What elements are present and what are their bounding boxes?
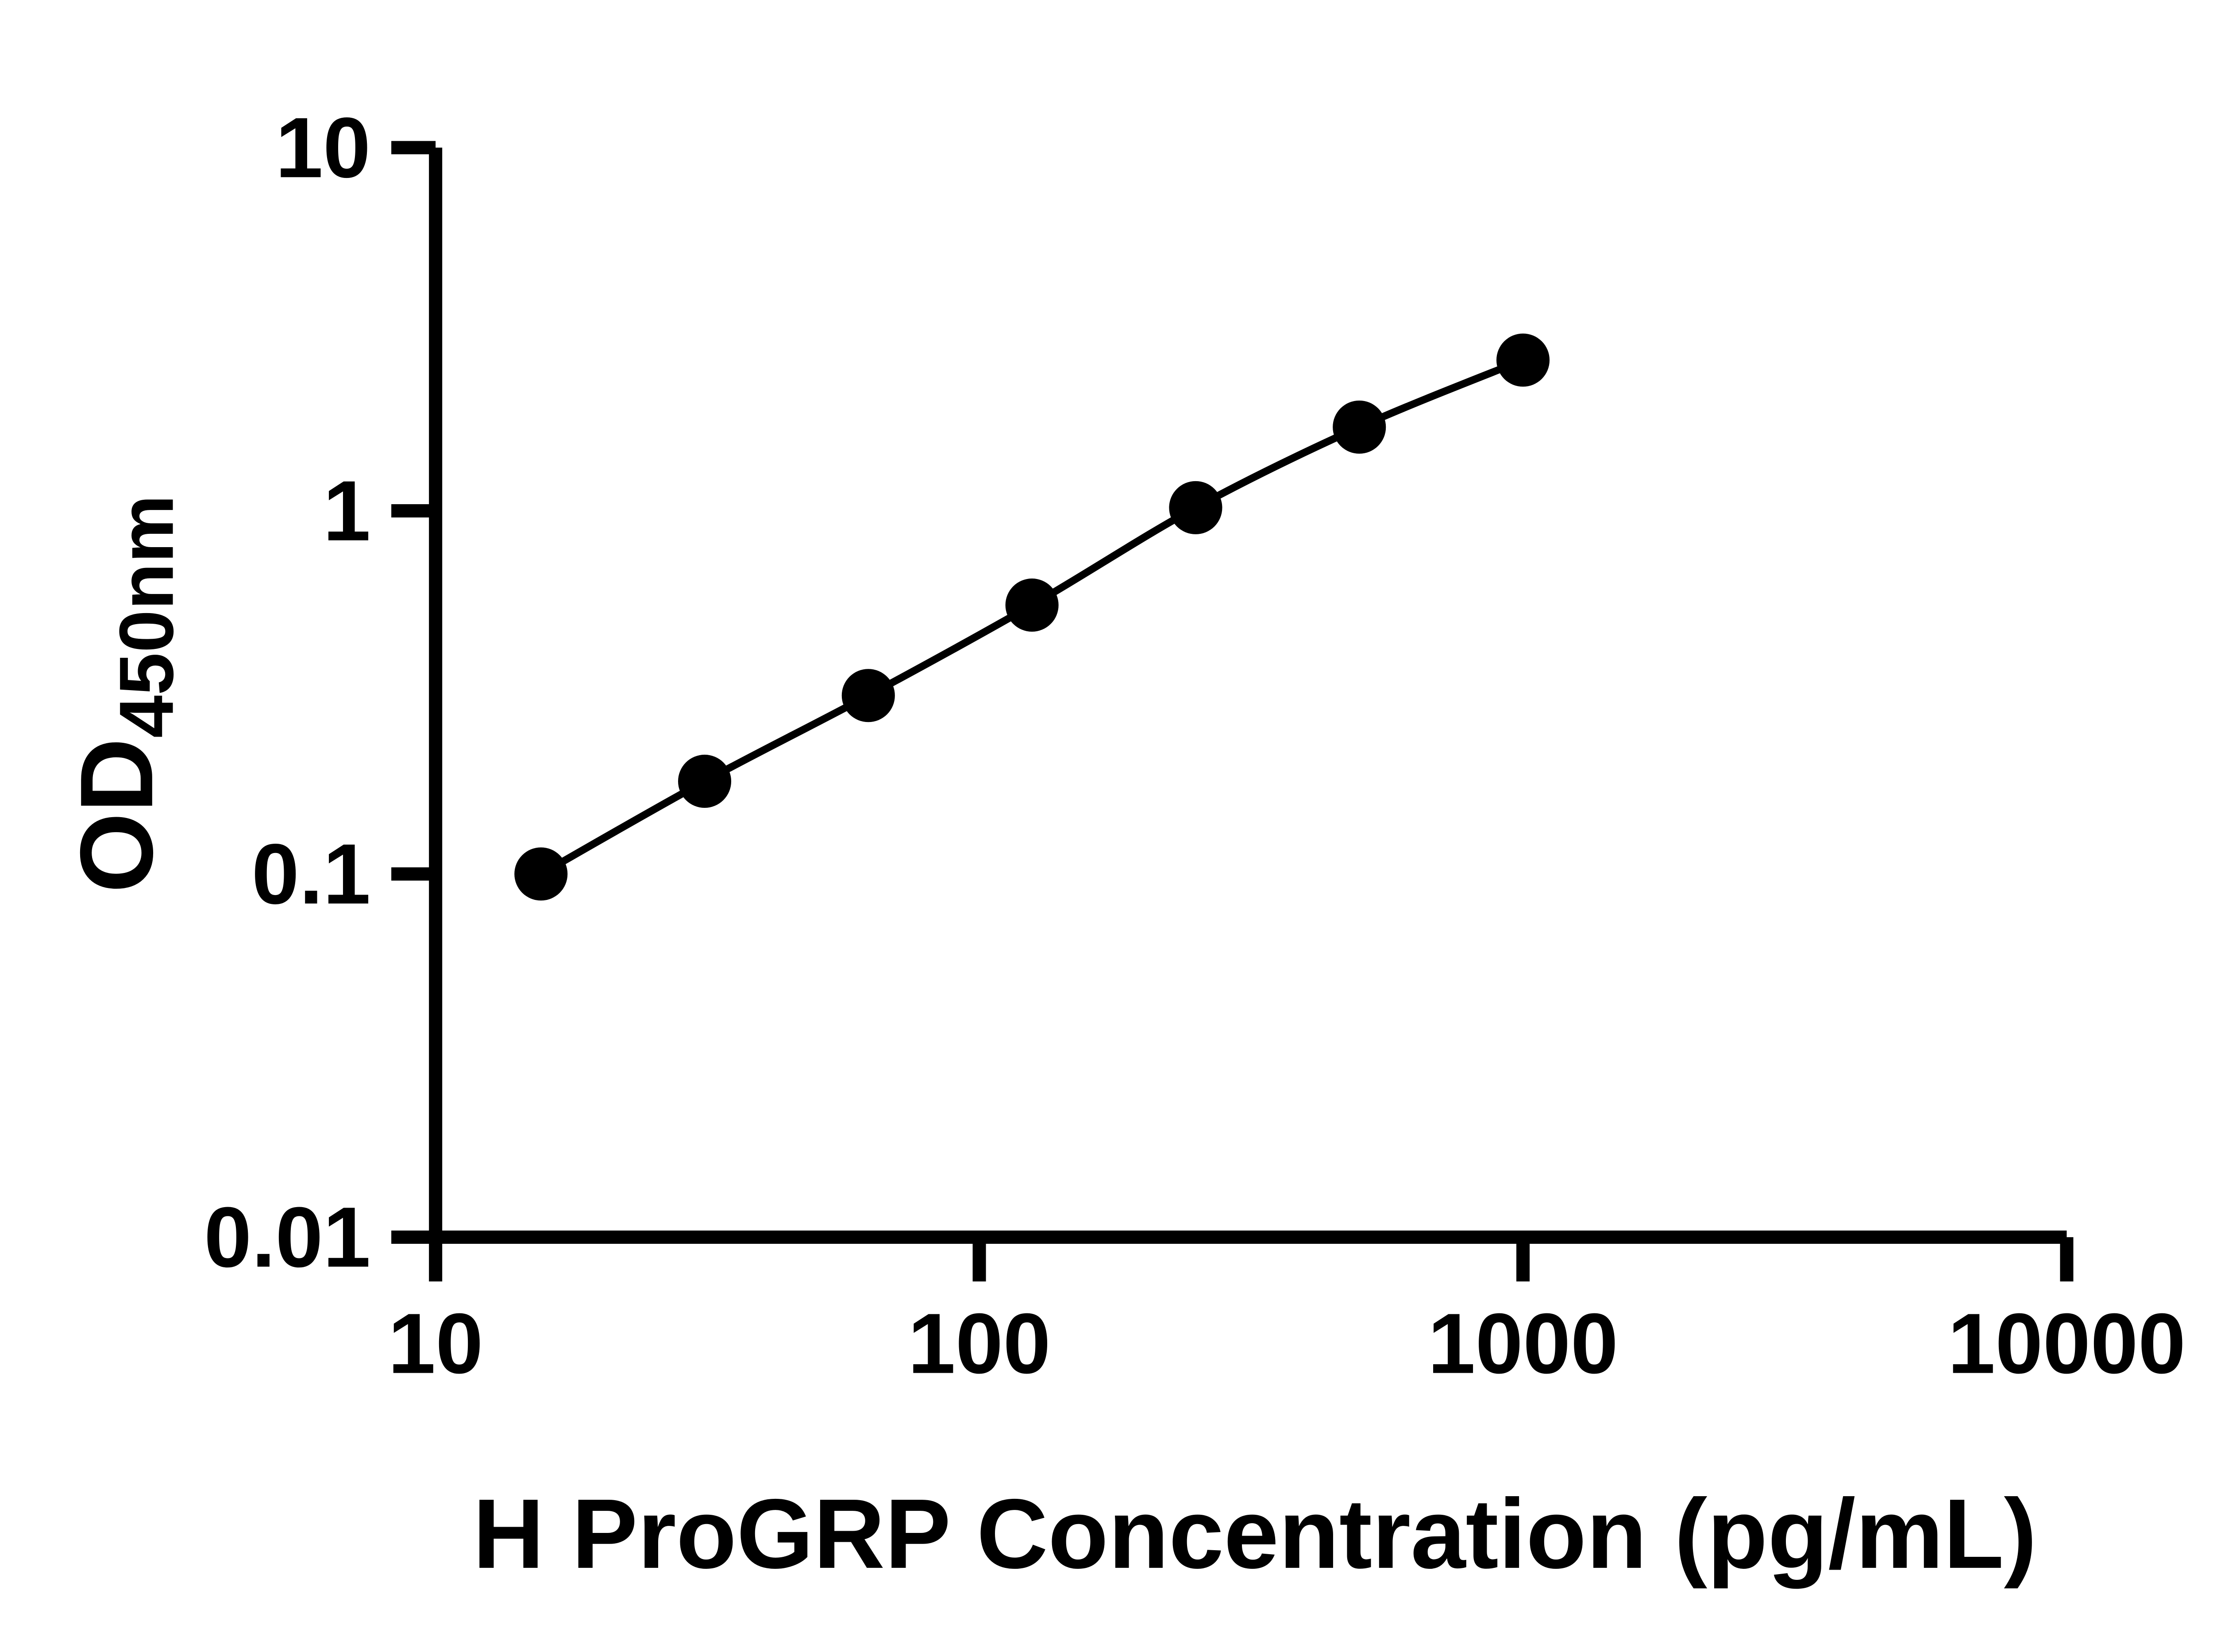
- x-axis-tick-label: 100: [908, 1296, 1051, 1391]
- y-axis-title-main: OD: [59, 738, 174, 893]
- data-point-marker: [1005, 578, 1059, 632]
- x-axis-tick-label: 10: [388, 1296, 483, 1391]
- y-axis-tick-label: 10: [275, 100, 370, 195]
- x-axis-tick-label: 10000: [1948, 1296, 2186, 1391]
- y-axis-tick-label: 1: [323, 463, 371, 559]
- y-axis-tick-label: 0.1: [252, 826, 371, 922]
- data-point-marker: [678, 754, 732, 808]
- data-point-marker: [1333, 400, 1386, 454]
- x-axis-tick-label: 1000: [1428, 1296, 1618, 1391]
- data-point-marker: [841, 669, 895, 722]
- data-point-marker: [514, 847, 568, 901]
- y-axis-title: OD450nm: [59, 495, 189, 893]
- y-axis-title-sub: 450nm: [104, 495, 189, 738]
- data-point-marker: [1496, 333, 1550, 387]
- x-axis-title: H ProGRP Concentration (pg/mL): [473, 1479, 2037, 1589]
- data-point-marker: [1169, 481, 1222, 534]
- y-axis-tick-label: 0.01: [204, 1189, 370, 1285]
